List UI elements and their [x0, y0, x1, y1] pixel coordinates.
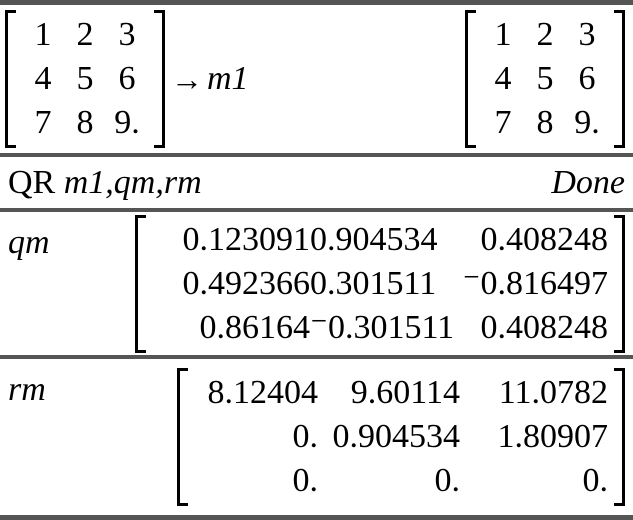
- matrix-right-bracket: [614, 214, 625, 353]
- matrix-cell: 3: [118, 16, 136, 53]
- matrix-right-bracket: [614, 10, 625, 148]
- history-entry-qm[interactable]: qm 0.123091 0.904534 0.408248 0.492366 0…: [0, 212, 633, 355]
- matrix-cell: 0.123091: [182, 220, 311, 258]
- matrix-cell: 9.60114: [350, 374, 460, 411]
- matrix-cell: 0.408248: [480, 220, 609, 258]
- history-entry-qr-command[interactable]: QR m1,qm,rm Done: [0, 157, 633, 208]
- matrix-cell: ⁻0.301511: [310, 308, 455, 346]
- matrix-cell: 4: [34, 60, 52, 97]
- matrix-cell: 0.: [582, 462, 609, 499]
- matrix-cell: 0.301511: [310, 264, 437, 302]
- matrix-cell: 7: [494, 104, 512, 141]
- matrix-cell: 0.: [292, 462, 319, 499]
- matrix-cell: 2: [76, 16, 94, 53]
- entry-separator: [0, 153, 633, 157]
- matrix-cell: 8: [76, 104, 94, 141]
- matrix-cell: 1: [494, 16, 512, 53]
- matrix-cell: 5: [536, 60, 554, 97]
- command-name: QR: [8, 163, 56, 201]
- matrix-left-bracket: [135, 214, 146, 353]
- store-expression: 1 2 3 4 5 6 7 8 9. → m1: [5, 10, 249, 148]
- matrix-cell: 0.: [292, 418, 319, 455]
- store-arrow-icon: →: [171, 60, 203, 97]
- variable-name-qm: qm: [8, 224, 50, 261]
- matrix-left-bracket: [465, 10, 476, 148]
- matrix-right-bracket: [154, 10, 165, 148]
- matrix-cell: 0.86164: [199, 308, 311, 346]
- matrix-cell: 0.904534: [332, 418, 461, 455]
- entry-separator: [0, 208, 633, 212]
- matrix-cell: 0.904534: [310, 220, 438, 258]
- matrix-cell: 9.: [574, 104, 600, 141]
- matrix-cell: 1.80907: [497, 418, 609, 455]
- history-entry-store-m1[interactable]: 1 2 3 4 5 6 7 8 9. → m1 1 2 3 4 5 6 7: [0, 5, 633, 153]
- matrix-cell: 8: [536, 104, 554, 141]
- matrix-cell: 6: [578, 60, 596, 97]
- matrix-cell: 9.: [114, 104, 140, 141]
- matrix-cell: 1: [34, 16, 52, 53]
- variable-name-m1: m1: [207, 60, 249, 97]
- matrix-cell: 11.0782: [498, 374, 608, 411]
- qr-command-expression: QR m1,qm,rm: [8, 164, 202, 202]
- entry-separator: [0, 355, 633, 359]
- matrix-cell: 8.12404: [207, 374, 319, 411]
- matrix-left-bracket: [177, 368, 188, 506]
- variable-name-rm: rm: [8, 371, 46, 408]
- matrix-right-bracket: [614, 368, 625, 506]
- matrix-cell: 3: [578, 16, 596, 53]
- matrix-cell: 7: [34, 104, 52, 141]
- matrix-cell: 4: [494, 60, 512, 97]
- history-entry-rm[interactable]: rm 8.12404 9.60114 11.0782 0. 0.904534 1…: [0, 359, 633, 515]
- matrix-left-bracket: [5, 10, 16, 148]
- screen-top-border: [0, 0, 633, 5]
- result-matrix-qm: 0.123091 0.904534 0.408248 0.492366 0.30…: [135, 214, 625, 353]
- command-arguments: m1,qm,rm: [63, 163, 202, 201]
- result-matrix-m1: 1 2 3 4 5 6 7 8 9.: [465, 10, 625, 148]
- matrix-cell: 2: [536, 16, 554, 53]
- screen-bottom-border: [0, 515, 633, 520]
- matrix-cell: ⁻0.816497: [462, 264, 608, 302]
- matrix-cell: 5: [76, 60, 94, 97]
- matrix-cell: 0.408248: [480, 308, 609, 346]
- matrix-cell: 6: [118, 60, 136, 97]
- result-matrix-rm: 8.12404 9.60114 11.0782 0. 0.904534 1.80…: [177, 368, 625, 506]
- matrix-cell: 0.492366: [182, 264, 311, 302]
- command-result-done: Done: [551, 163, 625, 201]
- input-matrix-m1: 1 2 3 4 5 6 7 8 9.: [5, 10, 165, 148]
- matrix-cell: 0.: [434, 462, 461, 499]
